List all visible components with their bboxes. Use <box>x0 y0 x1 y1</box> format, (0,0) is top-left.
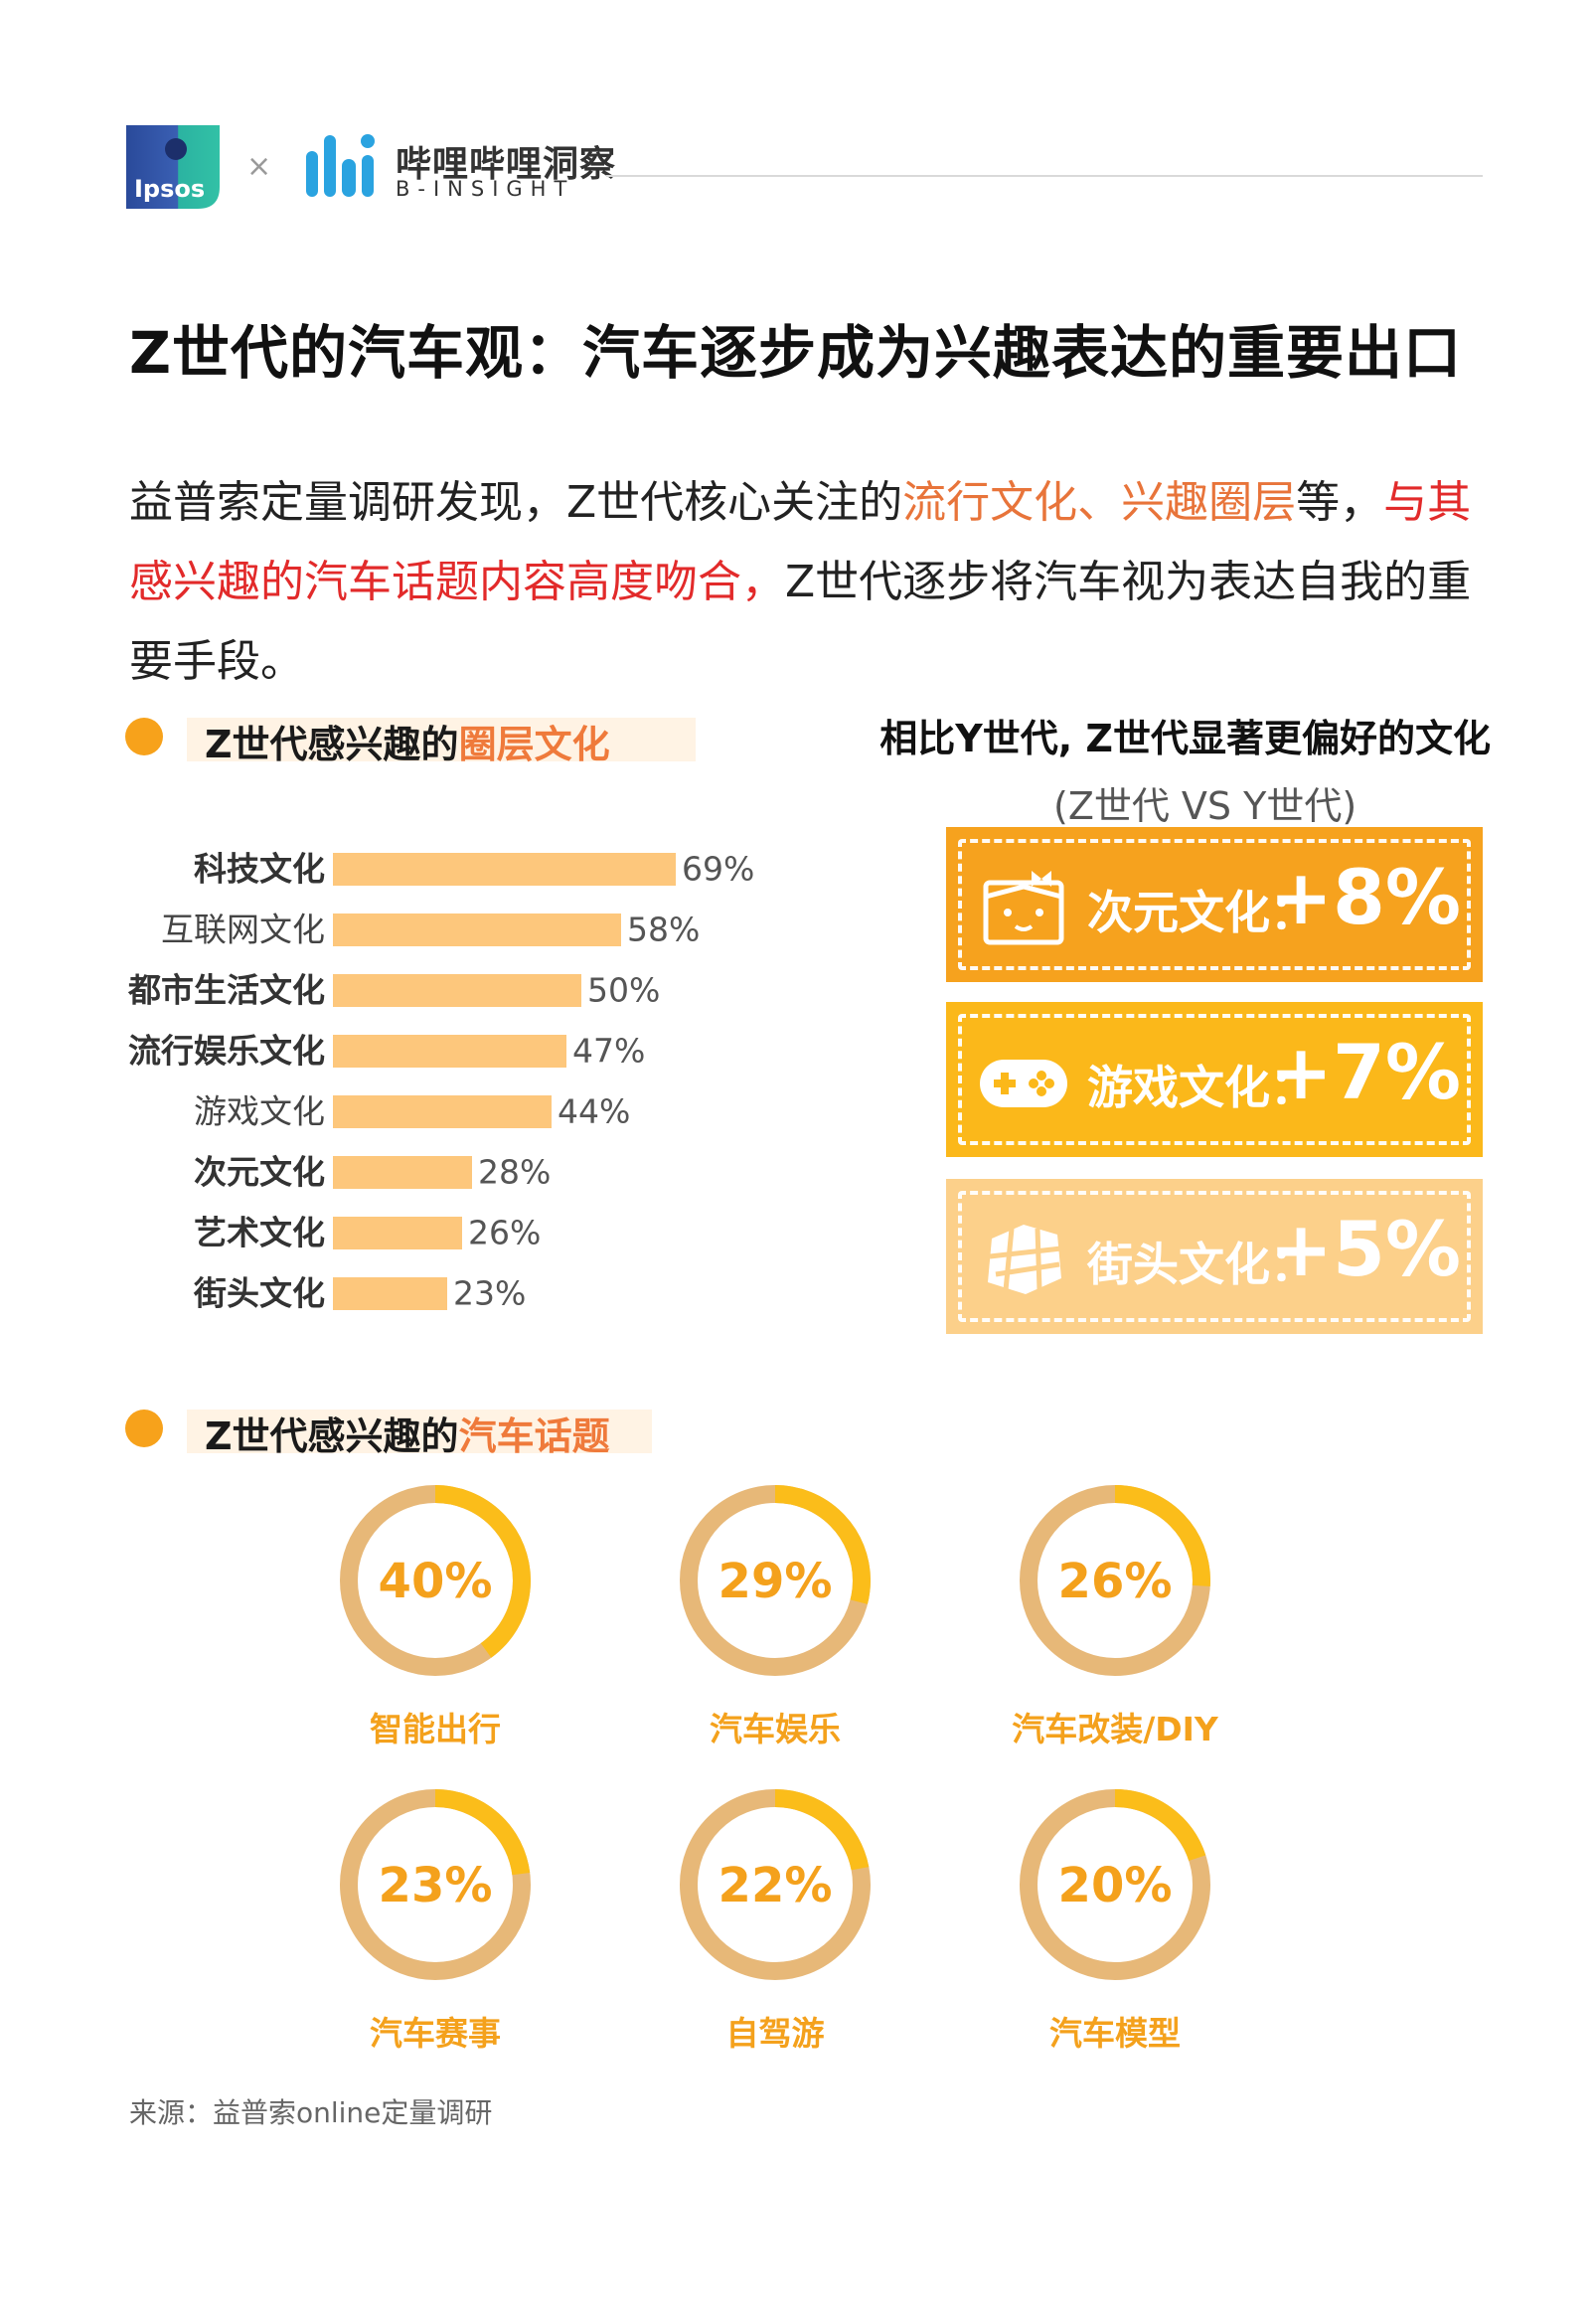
donut-value-label: 26% <box>1058 1554 1173 1609</box>
section2-label-highlight: 汽车话题 <box>458 1414 610 1458</box>
culture-bar-chart: 科技文化 69% 互联网文化 58% 都市生活文化 50% 流行娱乐文化 47% 游戏文化 44%… <box>127 850 754 1313</box>
bar <box>333 1277 447 1310</box>
bar <box>333 1217 462 1249</box>
logo-separator: × <box>246 149 272 184</box>
donut-category-label: 汽车娱乐 <box>710 1710 841 1748</box>
card-dashed-border <box>958 1014 1471 1145</box>
donut-category-label: 智能出行 <box>370 1710 501 1748</box>
card-value: +8% <box>1269 853 1461 941</box>
gamepad-icon <box>980 1060 1067 1107</box>
intro-text-2: 等， <box>1296 477 1384 528</box>
card-dashed-border <box>958 839 1471 970</box>
ipsos-logo-text: Ipsos <box>134 175 205 203</box>
bar-value-label: 58% <box>627 911 700 949</box>
card-label: 街头文化： <box>1087 1238 1316 1291</box>
donut-value-label: 23% <box>379 1858 493 1913</box>
donut-value-label: 22% <box>718 1858 833 1913</box>
comparison-title: 相比Y世代, Z世代显著更偏好的文化 <box>879 717 1491 760</box>
bar-category-label: 互联网文化 <box>161 911 325 949</box>
donut-category-label: 自驾游 <box>726 2014 825 2053</box>
bar-value-label: 47% <box>572 1032 645 1071</box>
bilibili-logo-icon <box>300 129 390 205</box>
bar-value-label: 44% <box>558 1092 630 1131</box>
section1-bullet-icon <box>125 718 163 755</box>
donut-value-label: 20% <box>1058 1858 1173 1913</box>
section1-label: Z世代感兴趣的圈层文化 <box>205 714 610 768</box>
comparison-card-street: 街头文化： +5% <box>946 1179 1483 1334</box>
street-map-icon <box>988 1225 1062 1294</box>
bar-value-label: 26% <box>468 1214 541 1252</box>
bar-category-label: 游戏文化 <box>194 1092 325 1131</box>
intro-paragraph: 益普索定量调研发现，Z世代核心关注的流行文化、兴趣圈层等，与其感兴趣的汽车话题内… <box>129 463 1481 702</box>
donut-value-label: 29% <box>718 1554 833 1609</box>
bili-insight-name: 哔哩哔哩洞察 <box>396 144 617 185</box>
card-label: 次元文化： <box>1087 886 1316 939</box>
bar <box>333 1035 566 1068</box>
section1-label-band <box>187 718 696 761</box>
donut-segment <box>1020 1485 1210 1676</box>
bar-category-label: 艺术文化 <box>194 1214 325 1252</box>
donut-category-label: 汽车赛事 <box>370 2014 501 2053</box>
bar-category-label: 街头文化 <box>193 1274 325 1313</box>
anime-character-icon <box>983 871 1064 945</box>
section1-label-highlight: 圈层文化 <box>458 723 610 766</box>
bar <box>333 913 621 946</box>
section2-label-band <box>187 1410 652 1453</box>
page-title: Z世代的汽车观：汽车逐步成为兴趣表达的重要出口 <box>129 319 1463 387</box>
comparison-subtitle: (Z世代 VS Y世代) <box>1053 784 1357 828</box>
bar <box>333 1095 552 1128</box>
bar-category-label: 流行娱乐文化 <box>128 1032 325 1071</box>
bar <box>333 853 676 886</box>
card-label: 游戏文化： <box>1087 1061 1316 1114</box>
intro-text-3: Z世代逐步将汽车视为表达自我的重要手段。 <box>129 557 1472 687</box>
donut-segment <box>680 1789 871 1980</box>
source-note: 来源：益普索online定量调研 <box>129 2096 493 2129</box>
bar-value-label: 69% <box>682 850 754 889</box>
card-value: +5% <box>1269 1205 1461 1293</box>
card-dashed-border <box>958 1191 1471 1322</box>
donut-value-label: 40% <box>379 1554 493 1609</box>
header-divider <box>606 175 1483 177</box>
bili-insight-en: B-INSIGHT <box>396 177 575 201</box>
bar-value-label: 50% <box>587 971 660 1010</box>
card-value: +7% <box>1269 1028 1461 1116</box>
section2-bullet-icon <box>125 1410 163 1447</box>
intro-text-1: 益普索定量调研发现，Z世代核心关注的 <box>129 477 903 528</box>
donut-segment <box>340 1485 531 1676</box>
bar <box>333 974 581 1007</box>
donut-category-label: 汽车改装/DIY <box>1012 1710 1219 1748</box>
bar-category-label: 科技文化 <box>194 850 325 889</box>
section2-label-prefix: Z世代感兴趣的 <box>205 1414 459 1458</box>
car-topic-donut-charts: 40% 智能出行 29% 汽车娱乐 26% 汽车改装/DIY 23% 汽车赛事 22% 自驾游 20… <box>340 1485 1219 2053</box>
bar-value-label: 28% <box>478 1153 551 1192</box>
ipsos-logo: Ipsos <box>126 125 220 209</box>
donut-segment <box>340 1789 531 1980</box>
bar-value-label: 23% <box>453 1274 526 1313</box>
intro-highlight-1: 流行文化、兴趣圈层 <box>902 477 1297 528</box>
donut-segment <box>680 1485 871 1676</box>
intro-highlight-2: 与其感兴趣的汽车话题内容高度吻合， <box>129 477 1472 607</box>
donut-category-label: 汽车模型 <box>1049 2014 1181 2053</box>
comparison-card-game: 游戏文化： +7% <box>946 1002 1483 1157</box>
bar <box>333 1156 472 1189</box>
section1-label-prefix: Z世代感兴趣的 <box>205 723 459 766</box>
section2-label: Z世代感兴趣的汽车话题 <box>205 1406 610 1460</box>
bar-category-label: 都市生活文化 <box>127 971 325 1010</box>
bar-category-label: 次元文化 <box>194 1153 325 1192</box>
donut-segment <box>1020 1789 1210 1980</box>
comparison-card-anime: 次元文化： +8% <box>946 827 1483 982</box>
